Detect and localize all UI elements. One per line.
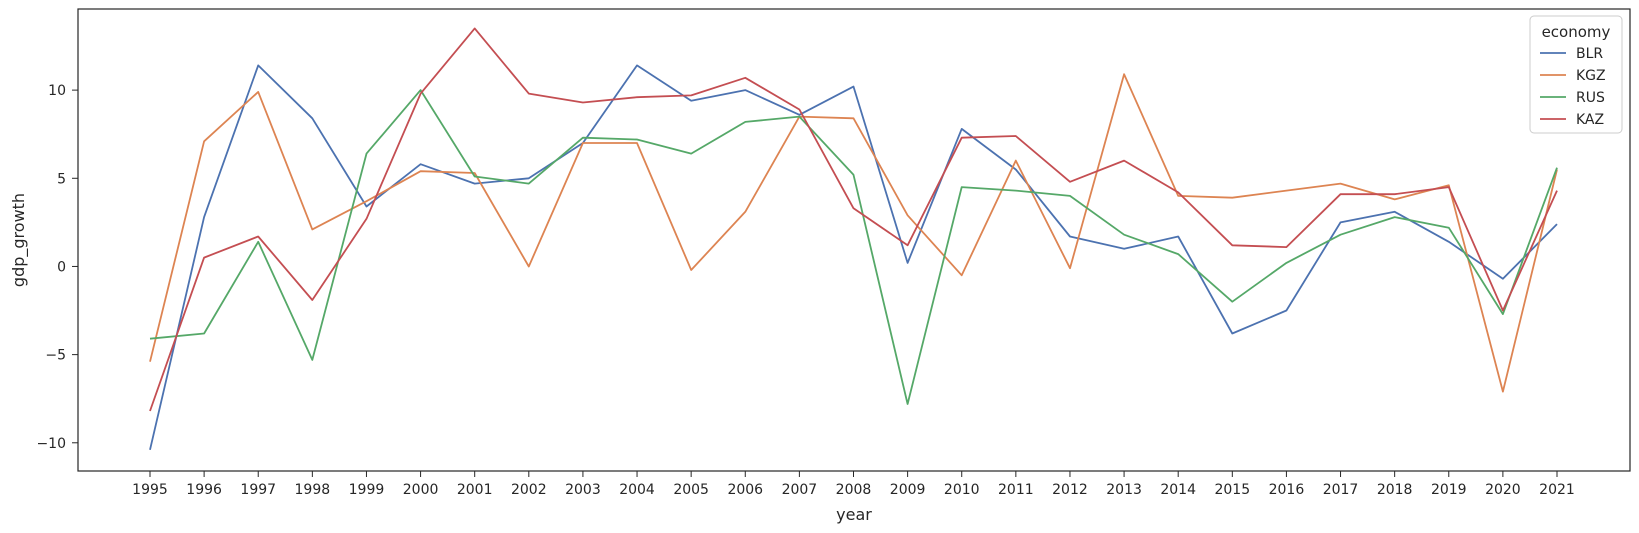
x-tick-label: 1998 xyxy=(295,482,331,498)
x-tick-label: 2005 xyxy=(673,482,709,498)
x-tick-label: 1995 xyxy=(132,482,168,498)
x-tick-label: 2001 xyxy=(457,482,493,498)
series-line-blr xyxy=(149,64,1558,451)
legend-box xyxy=(1529,15,1623,134)
x-tick-label: 2019 xyxy=(1431,482,1467,498)
x-tick-label: 1997 xyxy=(240,482,276,498)
y-tick-label: −10 xyxy=(36,436,66,452)
x-tick-label: 2008 xyxy=(836,482,872,498)
x-tick-label: 2016 xyxy=(1269,482,1305,498)
y-tick-label: 5 xyxy=(57,171,66,187)
plot-area xyxy=(77,8,1631,472)
legend-label-rus: RUS xyxy=(1576,90,1605,106)
x-tick-label: 1999 xyxy=(349,482,385,498)
legend-title: economy xyxy=(1542,23,1611,41)
y-axis-label: gdp_growth xyxy=(9,193,29,287)
x-tick-label: 2020 xyxy=(1485,482,1521,498)
series-layer xyxy=(149,27,1558,451)
x-tick-label: 2009 xyxy=(890,482,926,498)
x-tick-label: 2014 xyxy=(1160,482,1196,498)
x-tick-label: 2015 xyxy=(1214,482,1250,498)
x-axis-label: year xyxy=(836,505,872,524)
x-tick-label: 1996 xyxy=(186,482,222,498)
x-tick-label: 2004 xyxy=(619,482,655,498)
x-tick-label: 2012 xyxy=(1052,482,1088,498)
x-tick-label: 2021 xyxy=(1539,482,1575,498)
y-axis-ticks: −10 −5 0 5 10 xyxy=(36,83,78,452)
x-tick-label: 2007 xyxy=(782,482,818,498)
x-tick-label: 2013 xyxy=(1106,482,1142,498)
x-tick-label: 2002 xyxy=(511,482,547,498)
legend-label-kgz: KGZ xyxy=(1576,68,1606,84)
x-tick-label: 2006 xyxy=(727,482,763,498)
y-tick-label: −5 xyxy=(45,348,66,364)
x-tick-label: 2000 xyxy=(403,482,439,498)
legend-label-blr: BLR xyxy=(1576,46,1603,62)
x-tick-label: 2017 xyxy=(1323,482,1359,498)
legend: economy BLR KGZ RUS KAZ xyxy=(1529,15,1623,134)
x-tick-label: 2018 xyxy=(1377,482,1413,498)
x-tick-label: 2010 xyxy=(944,482,980,498)
x-axis-ticks: 1995 1996 1997 1998 1999 2000 2001 2002 2003 2004… xyxy=(132,471,1575,498)
x-tick-label: 2003 xyxy=(565,482,601,498)
legend-label-kaz: KAZ xyxy=(1576,112,1604,128)
series-line-rus xyxy=(149,89,1558,405)
series-line-kgz xyxy=(149,73,1558,393)
y-tick-label: 10 xyxy=(48,83,66,99)
x-tick-label: 2011 xyxy=(998,482,1034,498)
series-line-kaz xyxy=(149,27,1558,412)
y-tick-label: 0 xyxy=(57,259,66,275)
